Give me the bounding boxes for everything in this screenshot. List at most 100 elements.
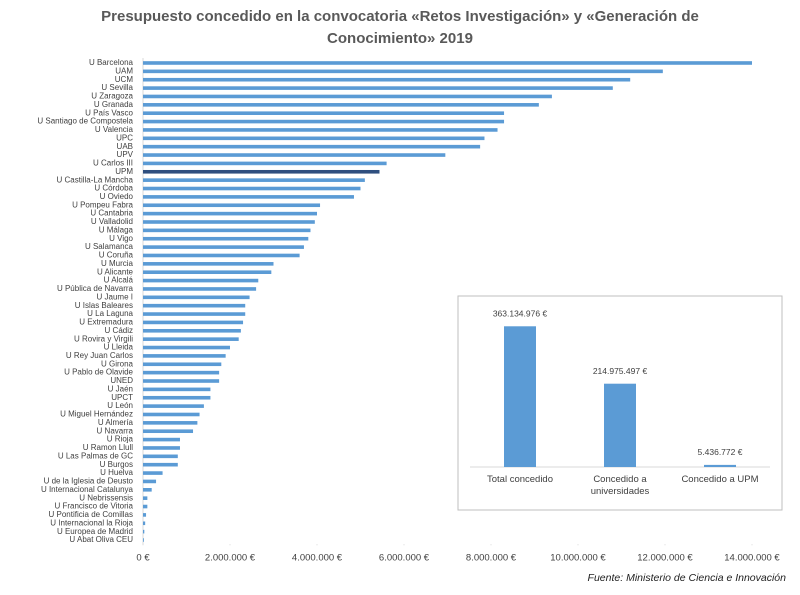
- y-tick-label: UAB: [117, 142, 133, 151]
- bar: [704, 464, 736, 467]
- y-tick-label: U Extremadura: [79, 318, 133, 327]
- y-tick-label: U Pública de Navarra: [57, 284, 134, 293]
- bar: [143, 437, 180, 442]
- y-tick-label: U Rioja: [107, 435, 134, 444]
- bar: [143, 421, 198, 425]
- bar: [143, 77, 631, 82]
- bar: [143, 262, 274, 266]
- bar: [143, 354, 226, 358]
- y-tick-label: U Ramon Llull: [83, 443, 133, 452]
- bar: [143, 61, 752, 65]
- bar: [143, 404, 204, 408]
- y-tick-label: U Coruña: [99, 251, 134, 260]
- y-tick-label: U Barcelona: [89, 58, 134, 67]
- y-tick-label: U La Laguna: [87, 309, 133, 318]
- x-tick-label-box: Concedido a UPM: [681, 474, 759, 485]
- y-tick-label: U Córdoba: [94, 184, 133, 193]
- y-tick-label: UPM: [115, 167, 133, 176]
- y-tick-label: U Nebrissensis: [79, 493, 133, 502]
- bar: [143, 379, 220, 383]
- bar: [143, 236, 309, 241]
- y-tick-label: U Girona: [101, 359, 134, 368]
- bar: [143, 128, 498, 132]
- source-note: Fuente: Ministerio de Ciencia e Innovaci…: [588, 572, 787, 584]
- y-tick-label: U Oviedo: [100, 192, 134, 201]
- bar: [143, 320, 244, 325]
- y-tick-label: U Valladolid: [91, 217, 133, 226]
- bar: [143, 153, 446, 157]
- bar: [143, 395, 211, 400]
- bar: [143, 103, 539, 107]
- bar: [143, 312, 246, 316]
- y-tick-label: UAM: [115, 66, 133, 75]
- y-tick-label: U País Vasco: [85, 108, 133, 117]
- data-label: 214.975.497 €: [593, 366, 648, 376]
- bar: [143, 295, 250, 300]
- y-tick-label: U Europea de Madrid: [57, 527, 133, 536]
- y-tick-label: U Lleida: [104, 343, 134, 352]
- y-tick-label: UCM: [115, 75, 134, 84]
- bar: [143, 362, 222, 367]
- bar: [143, 429, 194, 434]
- x-tick-label: 4.000.000 €: [292, 553, 343, 564]
- x-tick-label: 0 €: [136, 553, 150, 564]
- bar: [143, 513, 147, 517]
- x-tick-label: Concedido a UPM: [681, 474, 759, 485]
- bar: [143, 111, 505, 115]
- y-tick-label: U Francisco de Vitoria: [54, 502, 133, 511]
- bar: [143, 203, 321, 208]
- y-tick-label: U Las Palmas de GC: [58, 451, 133, 460]
- bar: [143, 94, 552, 99]
- bar: [143, 538, 144, 542]
- y-tick-label: U de la Iglesia de Deusto: [44, 477, 134, 486]
- y-tick-label: U Santiago de Compostela: [37, 117, 133, 126]
- y-tick-label: U Carlos III: [93, 159, 133, 168]
- y-tick-label: U Valencia: [95, 125, 134, 134]
- bar: [604, 383, 636, 467]
- y-tick-label: UPCT: [111, 393, 133, 402]
- bar: [143, 245, 304, 249]
- x-tick-label-box: Total concedido: [487, 474, 553, 485]
- bar: [143, 328, 241, 333]
- y-tick-label: U Málaga: [99, 225, 134, 234]
- bar: [143, 169, 380, 174]
- y-tick-label: U Huelva: [100, 468, 133, 477]
- bar: [143, 496, 148, 500]
- bar: [143, 454, 178, 459]
- bar: [143, 186, 361, 191]
- y-tick-label: UPC: [116, 133, 133, 142]
- y-tick-label: U Pontificia de Comillas: [49, 510, 133, 519]
- bar: [143, 228, 311, 233]
- x-tick-label: 14.000.000 €: [724, 553, 780, 564]
- bar: [143, 337, 239, 341]
- bar: [143, 278, 259, 283]
- bar: [143, 479, 157, 484]
- y-tick-label: U Navarra: [97, 426, 134, 435]
- bar: [143, 253, 300, 258]
- bar: [143, 462, 178, 467]
- bar: [143, 471, 163, 475]
- bar: [143, 446, 180, 450]
- data-label: 363.134.976 €: [493, 309, 548, 319]
- x-tick-label: 8.000.000 €: [466, 553, 517, 564]
- chart-title: Presupuesto concedido en la convocatoria…: [101, 8, 699, 47]
- bar: [143, 488, 152, 492]
- y-tick-label: U Internacional la Rioja: [50, 518, 133, 527]
- y-tick-label: U Pompeu Fabra: [72, 200, 133, 209]
- y-tick-label: U Abat Oliva CEU: [69, 535, 133, 544]
- x-tick-label: Concedido a universidades: [590, 474, 650, 497]
- y-tick-label: U Sevilla: [101, 83, 133, 92]
- bar: [143, 303, 246, 308]
- y-tick-label: U Burgos: [100, 460, 133, 469]
- bar: [143, 287, 257, 291]
- y-tick-label: U Zaragoza: [91, 92, 133, 101]
- x-tick-label: 2.000.000 €: [205, 553, 256, 564]
- x-tick-label-box: Concedido a universidades: [590, 474, 650, 497]
- bar: [143, 161, 387, 166]
- y-tick-label: U Miguel Hernández: [60, 410, 133, 419]
- bar: [143, 412, 200, 417]
- bar: [143, 270, 272, 275]
- x-tick-label: 10.000.000 €: [550, 553, 606, 564]
- x-tick-label: 12.000.000 €: [637, 553, 693, 564]
